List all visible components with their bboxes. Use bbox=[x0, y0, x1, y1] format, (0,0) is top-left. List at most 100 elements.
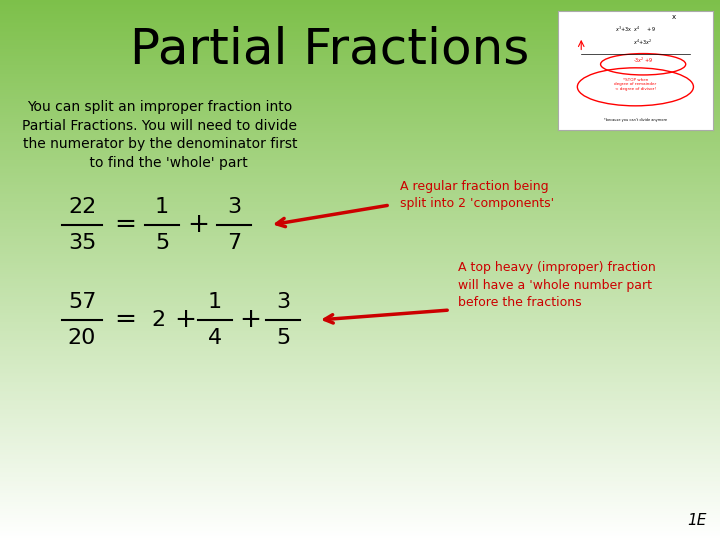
Bar bbox=[0, 255, 720, 258]
Bar bbox=[0, 232, 720, 234]
Bar bbox=[0, 362, 720, 363]
Bar bbox=[0, 528, 720, 529]
Bar bbox=[0, 252, 720, 254]
Bar bbox=[0, 394, 720, 396]
Bar bbox=[0, 308, 720, 309]
Bar bbox=[0, 295, 720, 297]
Bar bbox=[0, 97, 720, 99]
Bar bbox=[0, 288, 720, 290]
Bar bbox=[0, 93, 720, 96]
Bar bbox=[0, 169, 720, 171]
Bar bbox=[0, 407, 720, 409]
Bar bbox=[0, 205, 720, 207]
Text: -3$x^2$ +9: -3$x^2$ +9 bbox=[633, 56, 654, 65]
Bar bbox=[0, 387, 720, 389]
Text: 20: 20 bbox=[68, 328, 96, 348]
Bar bbox=[0, 160, 720, 162]
Bar bbox=[0, 77, 720, 79]
Bar bbox=[0, 464, 720, 466]
Bar bbox=[0, 313, 720, 315]
Bar bbox=[0, 374, 720, 376]
Bar bbox=[0, 227, 720, 228]
Bar bbox=[0, 231, 720, 232]
Text: 5: 5 bbox=[276, 328, 290, 348]
Bar bbox=[0, 139, 720, 140]
Bar bbox=[0, 126, 720, 128]
Bar bbox=[0, 207, 720, 209]
Bar bbox=[0, 437, 720, 439]
Bar bbox=[0, 209, 720, 211]
Bar bbox=[0, 66, 720, 69]
Text: 1: 1 bbox=[208, 292, 222, 312]
Bar bbox=[0, 502, 720, 504]
Bar bbox=[0, 491, 720, 493]
Bar bbox=[0, 268, 720, 270]
Text: A regular fraction being
split into 2 'components': A regular fraction being split into 2 'c… bbox=[400, 180, 554, 210]
Bar bbox=[0, 363, 720, 366]
Text: 22: 22 bbox=[68, 197, 96, 217]
Text: You can split an improper fraction into
Partial Fractions. You will need to divi: You can split an improper fraction into … bbox=[22, 100, 297, 170]
Bar bbox=[0, 536, 720, 538]
Bar bbox=[0, 353, 720, 355]
Bar bbox=[0, 290, 720, 292]
Bar bbox=[0, 69, 720, 70]
Bar bbox=[0, 171, 720, 173]
Bar bbox=[0, 218, 720, 220]
Text: 1: 1 bbox=[155, 197, 169, 217]
Bar bbox=[0, 504, 720, 506]
Text: 7: 7 bbox=[227, 233, 241, 253]
Bar bbox=[0, 155, 720, 157]
Bar bbox=[0, 43, 720, 45]
Bar bbox=[0, 39, 720, 42]
Text: x: x bbox=[672, 14, 676, 20]
Bar bbox=[0, 191, 720, 193]
Bar bbox=[0, 259, 720, 261]
Bar bbox=[0, 371, 720, 373]
Bar bbox=[0, 380, 720, 382]
Bar bbox=[0, 285, 720, 286]
Text: Partial Fractions: Partial Fractions bbox=[130, 26, 530, 74]
Bar bbox=[0, 131, 720, 133]
Bar bbox=[0, 358, 720, 360]
Bar bbox=[0, 96, 720, 97]
Bar bbox=[0, 74, 720, 76]
Bar bbox=[0, 425, 720, 427]
Bar bbox=[0, 108, 720, 110]
Bar bbox=[0, 369, 720, 371]
Bar bbox=[0, 351, 720, 353]
Bar bbox=[0, 517, 720, 518]
Bar bbox=[0, 439, 720, 441]
Bar bbox=[0, 137, 720, 139]
Bar bbox=[0, 420, 720, 421]
Bar bbox=[0, 277, 720, 279]
Bar bbox=[0, 248, 720, 250]
Bar bbox=[0, 282, 720, 285]
Bar bbox=[0, 443, 720, 444]
Bar bbox=[0, 421, 720, 423]
Bar bbox=[0, 315, 720, 317]
Bar bbox=[0, 293, 720, 295]
Bar bbox=[0, 522, 720, 524]
Bar bbox=[0, 297, 720, 299]
Bar bbox=[0, 479, 720, 481]
Bar bbox=[0, 142, 720, 144]
Text: =: = bbox=[114, 212, 136, 238]
Bar bbox=[0, 513, 720, 515]
Bar bbox=[0, 130, 720, 131]
Bar bbox=[0, 518, 720, 520]
Bar bbox=[0, 511, 720, 513]
Bar bbox=[0, 0, 720, 2]
Bar bbox=[0, 317, 720, 319]
Bar bbox=[0, 275, 720, 277]
Bar bbox=[0, 11, 720, 12]
Bar bbox=[0, 200, 720, 201]
Bar bbox=[0, 266, 720, 268]
Bar bbox=[0, 529, 720, 531]
Bar bbox=[0, 414, 720, 416]
Text: 57: 57 bbox=[68, 292, 96, 312]
Bar bbox=[0, 47, 720, 49]
Bar bbox=[0, 509, 720, 511]
Bar bbox=[0, 393, 720, 394]
Bar bbox=[0, 225, 720, 227]
Text: =: = bbox=[114, 307, 136, 333]
